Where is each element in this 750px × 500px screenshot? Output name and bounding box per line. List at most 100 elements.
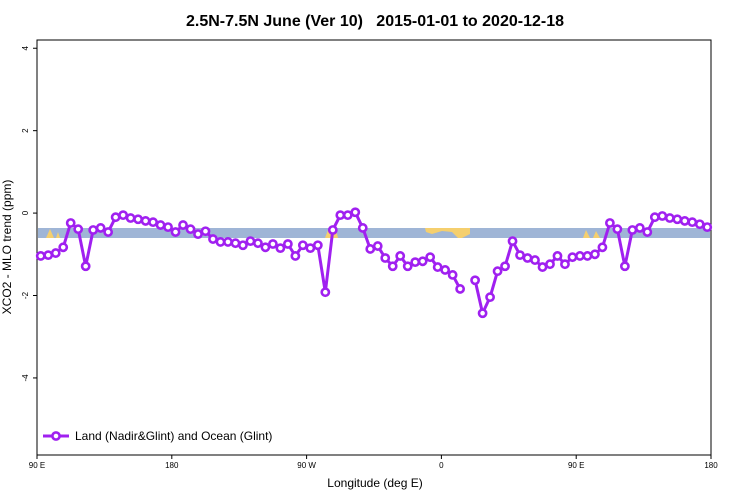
data-point — [507, 236, 518, 247]
data-point — [58, 242, 69, 253]
data-point — [410, 257, 421, 268]
data-point — [312, 240, 323, 251]
data-point — [694, 219, 705, 230]
data-point — [305, 243, 316, 254]
data-point — [372, 241, 383, 251]
data-point — [125, 213, 136, 223]
data-point — [649, 212, 660, 223]
data-point — [185, 224, 196, 235]
data-point — [702, 222, 713, 233]
x-tick-label: 90 E — [568, 461, 584, 470]
data-point — [634, 223, 645, 233]
data-point — [260, 242, 271, 253]
data-point — [178, 220, 188, 230]
data-point — [110, 212, 121, 223]
data-point — [492, 266, 503, 277]
data-point — [88, 225, 99, 235]
data-point — [455, 284, 466, 294]
data-point — [163, 222, 173, 233]
x-tick-label: 90 E — [29, 461, 45, 470]
chart-title: 2.5N-7.5N June (Ver 10) 2015-01-01 to 20… — [186, 13, 564, 30]
ocean-band — [38, 228, 710, 238]
land-patch — [46, 229, 60, 238]
data-point — [155, 220, 166, 230]
data-point — [320, 287, 331, 298]
data-point — [447, 270, 458, 280]
data-point — [208, 234, 218, 244]
y-tick-label: -4 — [21, 374, 30, 382]
data-point — [223, 237, 233, 247]
data-point — [440, 265, 451, 275]
data-point — [215, 237, 226, 247]
data-point — [417, 256, 428, 267]
data-point — [297, 240, 308, 251]
y-axis-label: XCO2 - MLO trend (ppm) — [0, 180, 14, 315]
data-point — [567, 252, 578, 263]
data-point — [387, 261, 398, 272]
data-point — [95, 223, 106, 233]
land-patch — [583, 230, 600, 238]
data-point — [642, 227, 653, 237]
data-point — [515, 250, 525, 261]
legend-label: Land (Nadir&Glint) and Ocean (Glint) — [75, 429, 272, 443]
data-point — [290, 251, 301, 261]
data-point — [687, 217, 698, 228]
data-point — [357, 223, 368, 233]
data-point — [65, 218, 76, 228]
data-point — [627, 225, 638, 235]
x-tick-label: 180 — [165, 461, 179, 470]
data-point — [253, 238, 263, 249]
legend-marker — [51, 431, 61, 441]
data-point — [327, 225, 338, 235]
data-point — [50, 248, 61, 258]
plot-frame — [36, 39, 712, 456]
data-point — [193, 229, 203, 240]
data-point — [500, 261, 510, 272]
data-point — [612, 224, 623, 235]
data-point — [522, 253, 533, 263]
data-point — [365, 244, 376, 254]
data-point — [350, 207, 361, 218]
data-point — [432, 262, 443, 272]
data-point — [140, 216, 151, 226]
data-point — [552, 251, 563, 261]
data-point — [282, 239, 293, 249]
data-point — [200, 226, 211, 237]
data-point — [80, 261, 91, 272]
data-point — [342, 210, 353, 221]
data-point — [575, 251, 585, 261]
data-point — [238, 240, 248, 251]
data-point — [672, 214, 683, 225]
data-point — [395, 251, 406, 261]
y-tick-label: 4 — [21, 45, 30, 50]
data-point — [148, 217, 158, 228]
x-tick-label: 180 — [704, 461, 718, 470]
data-point — [657, 211, 668, 221]
data-point — [530, 255, 540, 265]
data-point — [335, 210, 346, 221]
x-tick-label: 90 W — [297, 461, 316, 470]
data-point — [679, 216, 690, 226]
data-point — [35, 251, 46, 261]
data-point — [380, 253, 391, 263]
data-point — [73, 224, 84, 235]
data-point — [537, 262, 548, 272]
data-point — [582, 251, 593, 261]
data-point — [477, 308, 488, 319]
land-patch — [425, 228, 470, 238]
series-line — [40, 210, 708, 315]
data-point — [605, 218, 615, 228]
data-point — [470, 275, 480, 286]
data-point — [485, 292, 495, 303]
data-point — [170, 227, 181, 237]
data-point — [619, 261, 630, 272]
x-axis-label: Longitude (deg E) — [327, 476, 422, 490]
data-point — [133, 214, 143, 225]
data-point — [267, 239, 278, 249]
data-point — [103, 227, 114, 237]
y-tick-label: -2 — [21, 291, 30, 299]
y-tick-label: 2 — [21, 128, 30, 133]
y-tick-label: 0 — [21, 210, 30, 215]
data-point — [402, 261, 413, 272]
